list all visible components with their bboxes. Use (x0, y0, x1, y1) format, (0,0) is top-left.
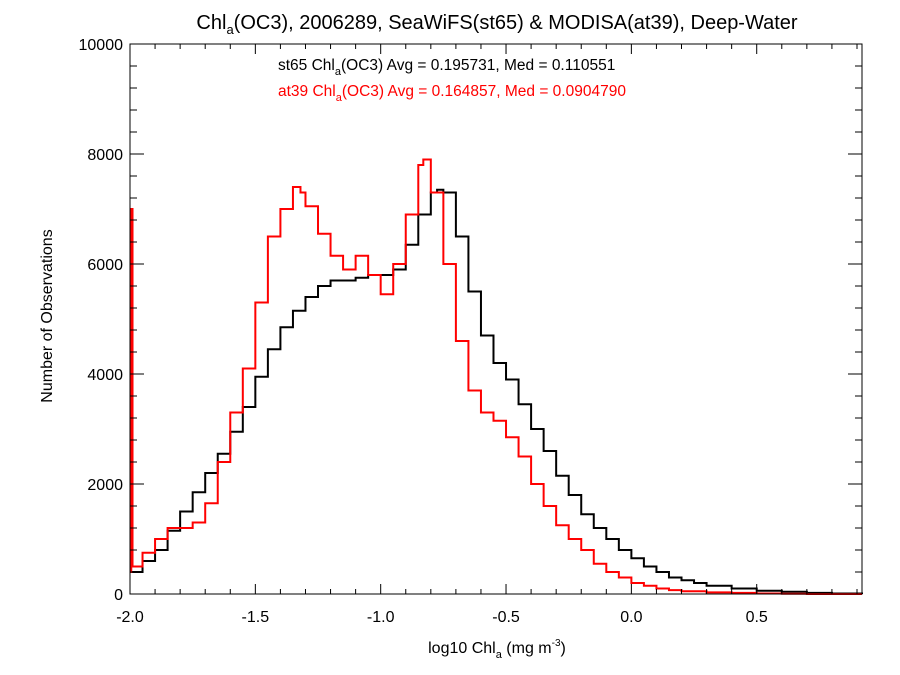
x-axis-label-post: ) (561, 640, 566, 657)
plot-frame (129, 43, 863, 595)
legend-at39-pre: at39 Chl (278, 83, 336, 100)
x-tick-label: -1.5 (242, 609, 270, 626)
legend-at39-post: (OC3) Avg = 0.164857, Med = 0.0904790 (342, 83, 626, 100)
y-tick-label: 8000 (87, 147, 123, 164)
y-tick-label: 0 (114, 587, 123, 604)
x-axis-label-sub: a (496, 649, 503, 661)
y-tick-label: 2000 (87, 477, 123, 494)
legend-entry-at39: at39 Chla(OC3) Avg = 0.164857, Med = 0.0… (278, 83, 626, 104)
chart-title-pre: Chl (196, 12, 226, 34)
y-axis-label: Number of Observations (39, 229, 56, 402)
series-line-at39 (130, 158, 862, 595)
x-tick-label: -1.0 (367, 609, 395, 626)
y-tick-label: 6000 (87, 257, 123, 274)
x-tick-label: 0.5 (746, 609, 768, 626)
y-tick-label: 4000 (87, 367, 123, 384)
x-tick-label: 0.0 (620, 609, 642, 626)
y-tick-label: 10000 (79, 37, 124, 54)
legend-st65-pre: st65 Chl (278, 57, 335, 74)
chart-title-sub: a (226, 22, 234, 37)
series-layer (130, 158, 863, 595)
x-axis-label: log10 Chla (mg m-3) (428, 638, 566, 661)
x-axis-label-mid: (mg m (502, 640, 552, 657)
x-tick-label: -2.0 (116, 609, 144, 626)
chart-title-post: (OC3), 2006289, SeaWiFS(st65) & MODISA(a… (234, 12, 798, 34)
series-line-st65 (130, 188, 863, 595)
x-axis-label-sup: -3 (552, 638, 561, 649)
x-axis-label-pre: log10 Chl (428, 640, 496, 657)
legend-st65-post: (OC3) Avg = 0.195731, Med = 0.110551 (341, 57, 615, 74)
tick-layer: -2.0 -1.5 -1.0 -0.5 0.0 0.5 0 2000 4000 6000 8000 1… (79, 37, 862, 626)
legend-at39-sub: a (336, 92, 343, 104)
legend-entry-st65: st65 Chla(OC3) Avg = 0.195731, Med = 0.1… (278, 57, 615, 78)
legend-st65-sub: a (335, 66, 342, 78)
chart-title: Chla(OC3), 2006289, SeaWiFS(st65) & MODI… (196, 12, 797, 37)
x-tick-label: -0.5 (492, 609, 520, 626)
